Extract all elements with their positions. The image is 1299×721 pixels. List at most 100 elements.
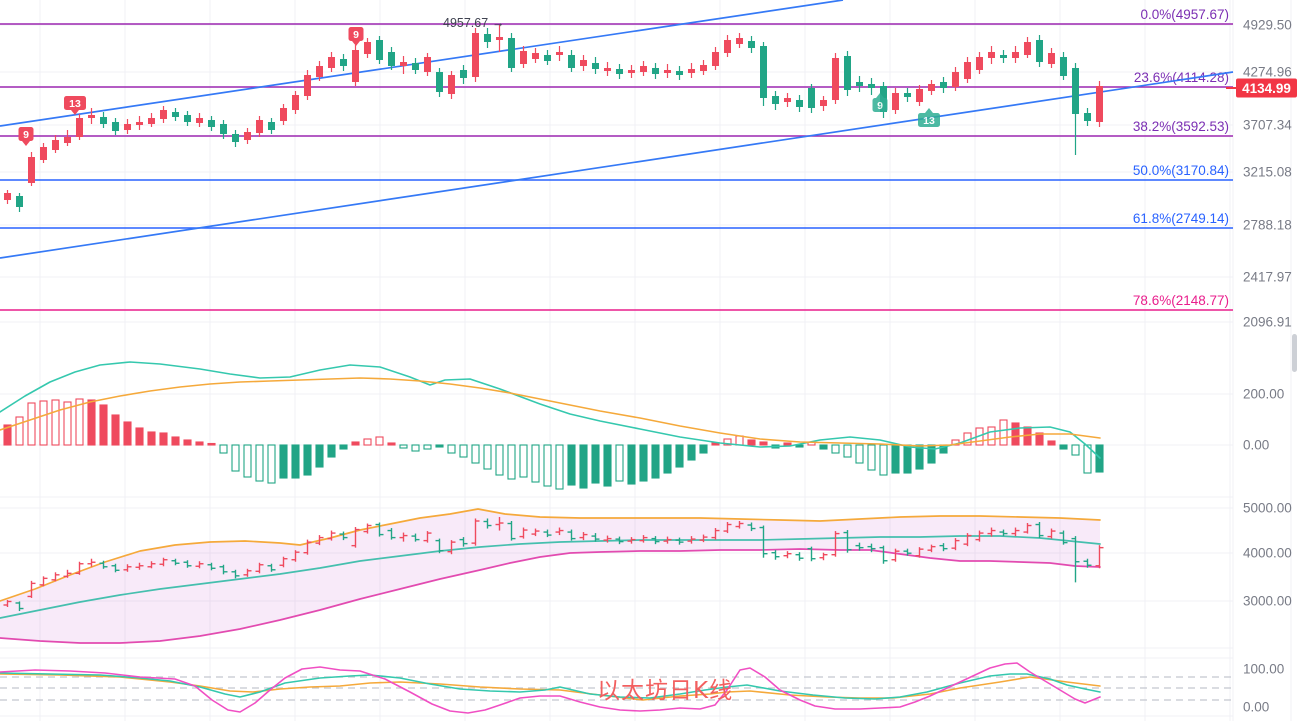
candle-body (868, 84, 875, 88)
signal-badge-box (348, 27, 364, 41)
axis-tick-label: 2788.18 (1243, 218, 1292, 233)
candle-body (796, 100, 803, 107)
macd-histogram-bar (183, 439, 192, 446)
macd-histogram-bar (591, 444, 600, 484)
macd-histogram-bar (579, 444, 588, 489)
macd-histogram-bar (555, 444, 564, 490)
macd-histogram-bar (531, 444, 540, 483)
scrollbar-thumb[interactable] (1292, 334, 1297, 372)
signal-badge-count: 13 (923, 115, 935, 127)
macd-histogram-bar (219, 444, 228, 454)
signal-badge: 9 (18, 127, 34, 146)
last-price-value: 4134.99 (1242, 81, 1291, 96)
trendline[interactable] (0, 0, 844, 127)
candle-body (1048, 53, 1055, 64)
macd-histogram-bar (867, 444, 876, 471)
macd-histogram-bar (231, 444, 240, 472)
candle-body (472, 33, 479, 77)
macd-histogram-bar (495, 444, 504, 476)
axis-tick-label: 4274.96 (1243, 65, 1292, 80)
candle-body (1000, 55, 1007, 58)
macd-histogram-bar (3, 424, 12, 446)
candle-body (436, 72, 443, 92)
macd-histogram-bar (399, 444, 408, 449)
candle-body (388, 52, 395, 66)
axis-tick-label: 3215.08 (1243, 165, 1292, 180)
macd-histogram-bar (735, 435, 744, 446)
signal-badge-pointer-icon (71, 110, 79, 115)
signal-badge-pointer-icon (22, 141, 30, 146)
macd-histogram-bar (15, 416, 24, 446)
candle-body (1060, 57, 1067, 76)
candle-body (976, 57, 983, 70)
signal-badge-count: 9 (877, 100, 883, 112)
macd-histogram-bar (855, 444, 864, 464)
candle-body (352, 50, 359, 82)
candle-body (712, 52, 719, 66)
fib-level-label: 38.2%(3592.53) (1133, 119, 1229, 134)
candle-body (76, 118, 83, 137)
fib-level-label: 61.8%(2749.14) (1133, 211, 1229, 226)
candle-body (556, 52, 563, 55)
macd-histogram-bar (663, 444, 672, 474)
candle-body (616, 69, 623, 74)
candle-body (484, 34, 491, 42)
macd-histogram-bar (267, 444, 276, 484)
macd-histogram-bar (291, 444, 300, 479)
macd-histogram-bar (915, 444, 924, 470)
candle-body (400, 62, 407, 66)
candle-body (964, 62, 971, 79)
macd-pane (0, 361, 1104, 490)
macd-histogram-bar (843, 444, 852, 458)
kdj-j-line (0, 662, 1101, 714)
candle-body (496, 37, 503, 40)
signal-badge-pointer-icon (352, 41, 360, 46)
macd-histogram-bar (879, 444, 888, 476)
boll-middle-line (0, 535, 1101, 619)
macd-histogram-bar (459, 444, 468, 458)
signal-badge-box (918, 113, 940, 127)
fib-level-label: 0.0%(4957.67) (1140, 7, 1229, 22)
candle-body (928, 84, 935, 91)
candle-body (604, 68, 611, 71)
candle-body (448, 75, 455, 94)
candle-body (280, 108, 287, 121)
macd-histogram-bar (723, 438, 732, 446)
annotation-arrow-icon: → (492, 16, 505, 30)
candle-body (820, 100, 827, 106)
macd-histogram-bar (351, 441, 360, 446)
candle-body (1084, 113, 1091, 121)
macd-histogram-bar (567, 444, 576, 486)
macd-histogram-bar (75, 398, 84, 446)
macd-histogram-bar (339, 444, 348, 450)
signal-badge-pointer-icon (876, 93, 884, 98)
candle-body (460, 70, 467, 78)
trendline[interactable] (0, 71, 1234, 259)
macd-histogram-bar (435, 444, 444, 448)
candle-body (568, 55, 575, 68)
candle-body (856, 82, 863, 86)
macd-histogram-bar (279, 444, 288, 479)
signal-badge-pointer-icon (925, 108, 933, 113)
candle-body (364, 42, 371, 54)
main-price-pane: 0.0%(4957.67) 23.6%(4114.28) 38.2%(3592.53… (0, 0, 1234, 311)
macd-histogram-bar (639, 444, 648, 482)
macd-histogram-bar (135, 427, 144, 446)
axis-tick-label: 0.00 (1243, 700, 1269, 715)
macd-histogram-bar (987, 426, 996, 446)
candle-body (412, 63, 419, 70)
axis-tick-label: 2096.91 (1243, 315, 1292, 330)
candle-body (52, 140, 59, 150)
macd-histogram-bar (147, 431, 156, 446)
candle-body (100, 117, 107, 124)
axis-tick-label: 4000.00 (1243, 546, 1292, 561)
macd-histogram-bar (315, 444, 324, 468)
candle-body (232, 134, 239, 142)
candle-body (736, 38, 743, 44)
candle-body (748, 41, 755, 48)
macd-histogram-bar (615, 444, 624, 482)
candle-body (184, 115, 191, 122)
